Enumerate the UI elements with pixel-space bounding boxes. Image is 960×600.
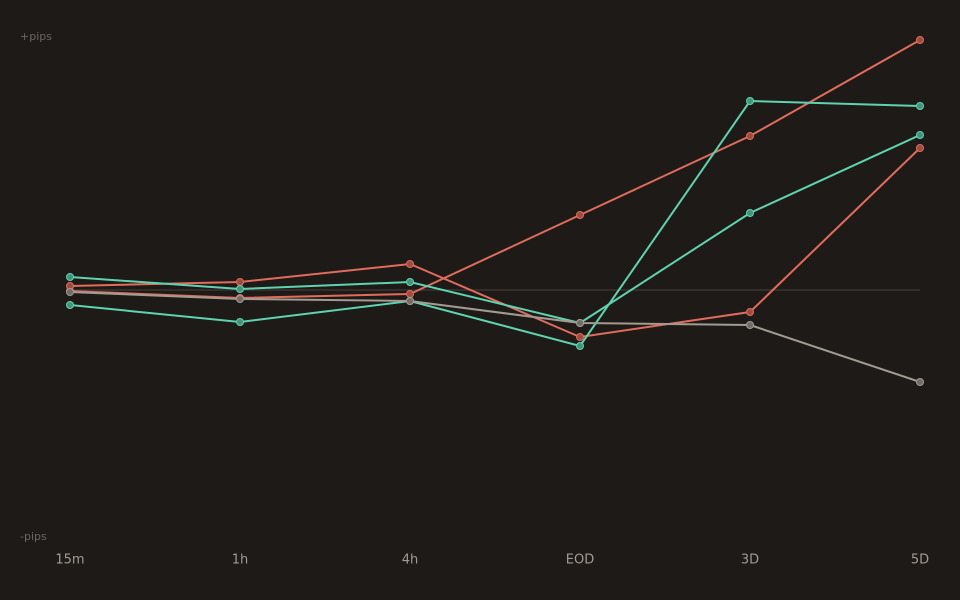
series-line: [69, 147, 921, 339]
point: [746, 308, 754, 316]
x-tick-label: 5D: [911, 553, 929, 568]
point: [916, 36, 924, 44]
top-annotation: +pips: [20, 30, 52, 43]
point: [746, 209, 754, 217]
x-tick-label: 15m: [55, 553, 84, 568]
point: [576, 211, 584, 219]
point: [916, 131, 924, 139]
point: [236, 318, 244, 326]
point: [576, 333, 584, 341]
point: [236, 295, 244, 303]
point: [66, 273, 74, 281]
point: [406, 260, 414, 268]
point: [576, 319, 584, 327]
x-tick-label: 1h: [232, 553, 249, 568]
point: [236, 278, 244, 286]
series-line: [69, 291, 921, 383]
point: [406, 290, 414, 298]
point: [406, 297, 414, 305]
series-line: [69, 99, 921, 348]
series-line: [69, 134, 921, 325]
point: [576, 342, 584, 350]
point: [916, 144, 924, 152]
point: [746, 97, 754, 105]
x-tick-label: 3D: [741, 553, 759, 568]
point: [746, 132, 754, 140]
point: [406, 278, 414, 286]
point: [66, 301, 74, 309]
bottom-annotation: -pips: [20, 530, 47, 543]
point: [916, 102, 924, 110]
x-tick-label: 4h: [402, 553, 419, 568]
point: [916, 378, 924, 386]
point: [66, 288, 74, 296]
x-tick-label: EOD: [566, 553, 594, 568]
point: [746, 321, 754, 329]
point: [236, 285, 244, 293]
